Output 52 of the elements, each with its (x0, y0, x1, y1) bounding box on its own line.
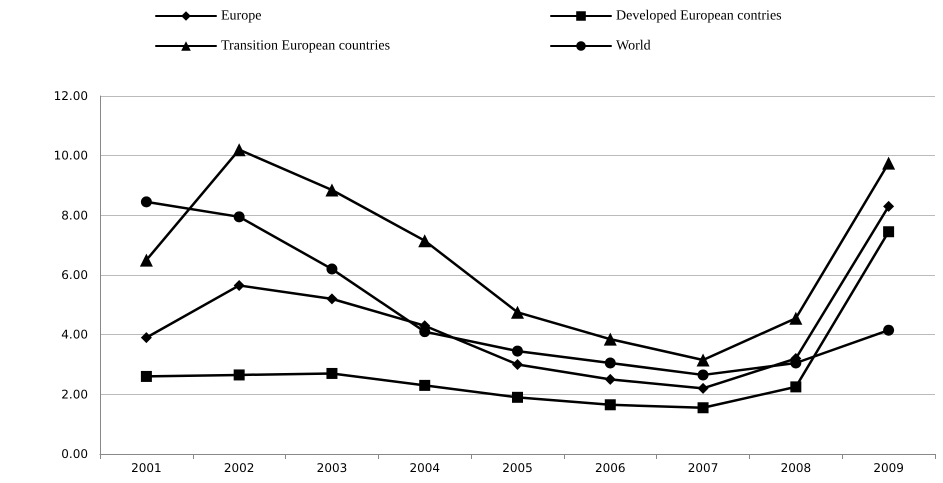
point (604, 358, 616, 369)
x-tick-label: 2002 (224, 461, 254, 475)
point (789, 312, 802, 325)
point (140, 254, 153, 267)
point (883, 200, 894, 212)
point (418, 234, 432, 248)
point (325, 183, 338, 196)
point (883, 226, 894, 238)
x-tick-label: 2007 (688, 461, 718, 475)
point (790, 381, 802, 392)
point (512, 346, 523, 357)
y-tick-label: 2.00 (61, 387, 88, 402)
point (512, 392, 523, 403)
point (511, 306, 524, 319)
point (326, 264, 338, 275)
point (883, 324, 894, 336)
y-tick-label: 0.00 (61, 447, 88, 461)
legend-label: Developed European contries (616, 8, 782, 24)
point (698, 369, 709, 380)
x-tick-label: 2008 (780, 461, 812, 475)
point (140, 370, 152, 382)
point (698, 402, 709, 414)
x-tick-label: 2001 (131, 461, 162, 475)
x-tick-label: 2004 (409, 461, 440, 475)
point (512, 359, 523, 370)
point (234, 211, 245, 222)
point (604, 332, 617, 346)
point (326, 293, 338, 304)
point (326, 368, 338, 379)
y-tick-label: 4.00 (61, 328, 88, 342)
point (232, 143, 246, 156)
point (696, 354, 710, 367)
point (419, 380, 430, 391)
point (140, 332, 152, 344)
point (698, 382, 709, 394)
point (140, 196, 152, 208)
y-tick-label: 6.00 (61, 268, 88, 282)
legend-label: World (616, 38, 651, 54)
x-tick-label: 2006 (595, 461, 626, 475)
point (234, 280, 245, 291)
point (882, 156, 896, 170)
legend-label: Transition European countries (221, 38, 390, 54)
x-tick-label: 2003 (316, 461, 348, 475)
point (234, 369, 245, 380)
x-tick-label: 2009 (873, 461, 904, 475)
point (604, 399, 616, 410)
point (604, 374, 616, 385)
y-tick-label: 8.00 (61, 208, 88, 222)
x-tick-label: 2005 (502, 461, 533, 475)
y-tick-label: 12.00 (54, 89, 88, 103)
y-tick-label: 10.00 (54, 148, 88, 163)
legend-label: Europe (221, 8, 262, 24)
